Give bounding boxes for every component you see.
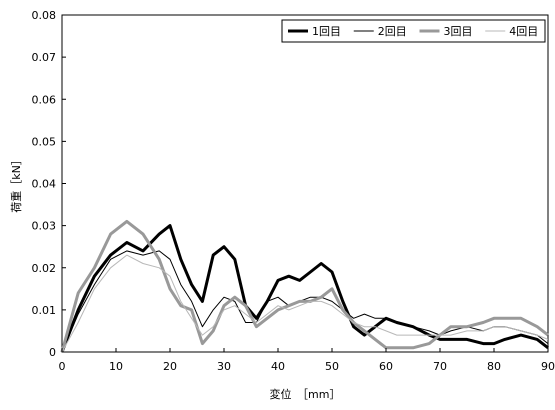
x-tick-label: 60: [379, 360, 393, 373]
y-tick-label: 0.03: [32, 220, 57, 233]
x-tick-label: 10: [109, 360, 123, 373]
x-tick-label: 30: [217, 360, 231, 373]
series-line-2: [61, 250, 549, 353]
x-tick-label: 40: [271, 360, 285, 373]
y-tick-label: 0.07: [32, 51, 57, 64]
y-tick-label: 0.06: [32, 93, 57, 106]
y-tick-label: 0.04: [32, 178, 57, 191]
legend-label-2: 2回目: [378, 25, 407, 38]
legend-box: [281, 19, 546, 43]
x-tick-label: 90: [541, 360, 555, 373]
y-tick-label: 0: [49, 346, 56, 359]
y-tick-label: 0.08: [32, 9, 57, 22]
legend-label-4: 4回目: [509, 25, 538, 38]
x-tick-label: 50: [325, 360, 339, 373]
series-line-4: [61, 254, 549, 353]
legend: 1回目 2回目 3回目 4回目: [281, 19, 546, 43]
series-layer: [60, 219, 549, 353]
y-tick-label: 0.01: [32, 304, 57, 317]
x-axis-title: 変位 ［mm］: [270, 387, 341, 401]
axes-layer: 0 0.01 0.02 0.03 0.04 0.05 0.06 0.07 0.08 0 10 20 30…: [32, 9, 555, 373]
plot-area: [61, 14, 549, 353]
x-tick-label: 80: [487, 360, 501, 373]
x-tick-label: 0: [59, 360, 66, 373]
y-tick-label: 0.05: [32, 135, 57, 148]
plot-frame: [61, 14, 549, 353]
y-tick-label: 0.02: [32, 262, 57, 275]
legend-label-1: 1回目: [312, 25, 341, 38]
series-line-1: [60, 224, 549, 353]
series-line-3: [60, 219, 549, 353]
x-tick-label: 20: [163, 360, 177, 373]
y-axis-title: 荷重［kN］: [9, 154, 23, 213]
legend-label-3: 3回目: [444, 25, 473, 38]
x-tick-label: 70: [433, 360, 447, 373]
